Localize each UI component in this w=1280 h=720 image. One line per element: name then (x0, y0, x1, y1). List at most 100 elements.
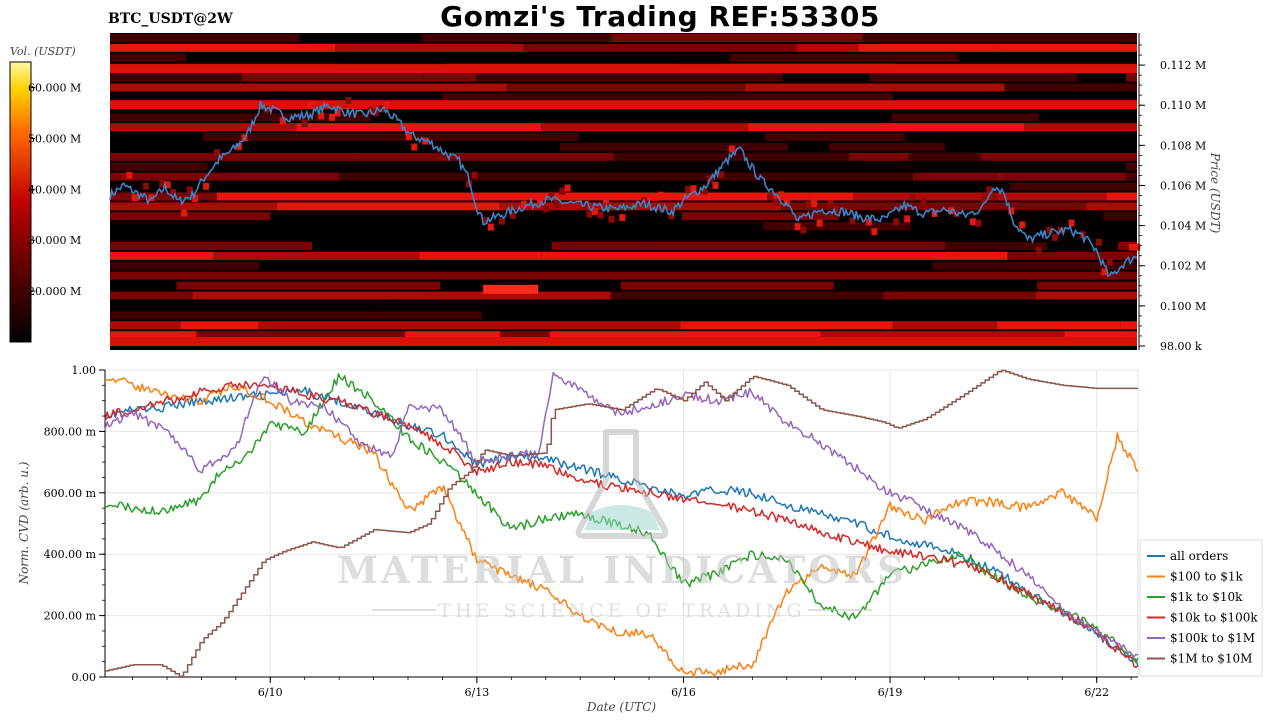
heatmap-cell (329, 271, 416, 280)
heatmap-cell (1024, 123, 1137, 132)
heatmap-cell (498, 217, 505, 225)
heatmap-cell (1134, 243, 1141, 251)
heatmap-cell (559, 187, 566, 195)
colorbar-tick-label: 40.000 M (28, 183, 81, 196)
heatmap-cell (953, 210, 960, 218)
heatmap-cell (1106, 192, 1137, 201)
heatmap-cell (620, 281, 834, 290)
heatmap-cell (441, 93, 493, 102)
heatmap-cell (110, 113, 372, 122)
heatmap-cell (214, 149, 221, 157)
x-tick-label: 6/16 (671, 686, 696, 699)
heatmap-cell (885, 251, 1008, 260)
heatmap-cell (646, 193, 653, 201)
heatmap-cell (564, 184, 571, 192)
heatmap-cell (279, 117, 286, 125)
colorbar-tick-label: 50.000 M (28, 132, 81, 145)
y-axis-label: Norm. CVD (arb. u.) (17, 461, 31, 585)
heatmap-cell (833, 206, 840, 214)
heatmap-cell (110, 43, 336, 52)
heatmap-cell (728, 145, 735, 153)
heatmap-cell (506, 83, 746, 92)
heatmap-cell (920, 198, 927, 206)
heatmap-cell (553, 200, 560, 208)
heatmap-cell (767, 193, 774, 201)
heatmap-cell (610, 291, 884, 300)
heatmap-cell (335, 43, 524, 52)
price-tick-label: 0.110 M (1160, 99, 1206, 112)
heatmap-cell (898, 242, 946, 250)
watermark-sub-text: THE SCIENCE OF TRADING (438, 600, 805, 622)
heatmap-cell (602, 196, 609, 204)
heatmap-cell (459, 172, 548, 181)
y-tick-label: 400.00 m (44, 548, 97, 561)
heatmap-cell (1019, 221, 1026, 229)
heatmap-cell (794, 223, 801, 231)
x-tick-label: 6/10 (258, 686, 283, 699)
heatmap-cell (796, 43, 859, 52)
heatmap-cell (213, 251, 420, 260)
heatmap-cell (120, 173, 127, 181)
heatmap-cell (549, 331, 821, 340)
heatmap-cell (818, 133, 906, 141)
heatmap-cell (763, 222, 911, 231)
heatmap-cell (316, 133, 579, 141)
heatmap-cell (1007, 251, 1137, 260)
flask-liquid (584, 505, 660, 530)
price-tick-label: 98.00 k (1160, 340, 1202, 353)
heatmap-cell (969, 218, 976, 226)
heatmap-cell (748, 123, 1025, 132)
heatmap-cell (110, 271, 330, 280)
x-tick-label: 6/19 (878, 686, 903, 699)
heatmap-cell (509, 211, 516, 219)
heatmap-cell (196, 331, 405, 340)
page-title: Gomzi's Trading REF:53305 (440, 0, 880, 33)
heatmap-cell (1125, 172, 1137, 181)
heatmap-cell (176, 281, 441, 290)
heatmap-cell (945, 242, 1048, 250)
heatmap-cell (307, 101, 314, 109)
watermark-main-text: MATERIAL INDICATORS (337, 548, 907, 592)
heatmap-cell (277, 202, 500, 211)
heatmap-cell (500, 331, 550, 340)
heatmap-cell (537, 198, 544, 206)
heatmap-cell (110, 152, 357, 161)
heatmap-cell (110, 242, 312, 250)
heatmap-cell (192, 291, 390, 300)
heatmap-cell (110, 162, 208, 171)
heatmap-cell (816, 219, 823, 227)
heatmap-cell (592, 207, 599, 215)
price-line (109, 100, 1137, 277)
heatmap-cell (800, 226, 807, 234)
legend-entry: $1M to $10M (1170, 652, 1252, 666)
heatmap-cell (110, 331, 197, 340)
heatmap-cell (778, 191, 785, 199)
heatmap-cell (765, 133, 819, 141)
colorbar-tick-label: 60.000 M (28, 81, 81, 94)
heatmap-cell (853, 192, 1107, 201)
heatmap-cell (1125, 162, 1137, 171)
legend-box (1139, 539, 1263, 677)
heatmap-cell (619, 214, 626, 222)
heatmap-cell (824, 202, 1087, 211)
heatmap-cell (1120, 321, 1137, 330)
heatmap-cell (862, 34, 1097, 42)
heatmap-cell (800, 251, 886, 260)
heatmap-cell (858, 43, 995, 52)
heatmap-cell (785, 271, 1063, 280)
heatmap-cell (180, 321, 259, 330)
heatmap-cell (422, 34, 611, 42)
heatmap-cell (717, 171, 724, 179)
heatmap-cell (329, 113, 336, 121)
heatmap-cell (110, 202, 278, 211)
heatmap-cell (1008, 207, 1015, 215)
colorbar-label: Vol. (USDT) (10, 45, 76, 58)
heatmap-cell (908, 152, 981, 161)
heatmap-cell (701, 187, 708, 195)
flask-outline (575, 429, 669, 539)
heatmap-cell (849, 152, 909, 161)
heatmap-cell (389, 291, 611, 300)
heatmap-cell (560, 142, 788, 151)
heatmap-cell (483, 284, 539, 294)
heatmap-cell (423, 73, 477, 82)
